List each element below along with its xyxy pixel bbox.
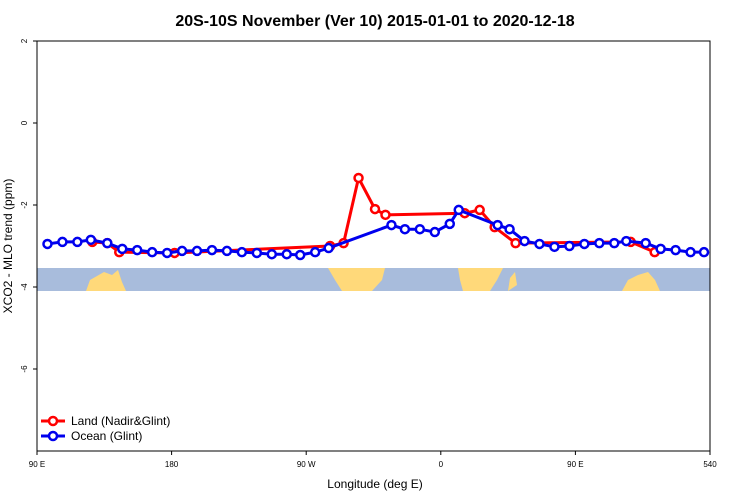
y-tick-label: -2 [20,201,29,209]
data-point [72,236,83,248]
data-point [510,237,521,249]
data-point [369,203,381,215]
data-point [640,237,651,249]
data-point [380,209,391,221]
data-point [564,240,575,252]
data-point [609,237,620,249]
data-point [685,246,696,258]
series-line [47,208,705,257]
data-point [492,219,503,231]
data-point [236,246,248,258]
x-tick-label: 180 [165,460,179,469]
data-point [444,218,456,230]
x-tick-label: 90 W [297,460,316,469]
plot-frame [36,40,711,452]
data-point [474,204,485,216]
data-point [429,226,441,238]
data-point [176,245,188,257]
data-point [386,219,397,231]
data-point [102,237,113,249]
x-tick-label: 540 [703,460,717,469]
legend-label: Land (Nadir&Glint) [71,414,170,428]
y-tick-label: 0 [20,120,29,125]
data-point [221,245,233,257]
data-point [206,244,218,256]
legend-label: Ocean (Glint) [71,429,142,443]
data-point [57,236,68,248]
data-point [323,242,334,254]
map-strip [37,268,710,291]
data-point [281,248,293,260]
data-point [670,244,681,256]
x-tick-label: 90 E [29,460,45,469]
data-point [534,238,545,250]
data-point [549,241,560,253]
data-point [453,204,464,216]
data-point [655,243,666,255]
data-point [309,246,321,258]
y-tick-label: -6 [20,365,29,373]
y-tick-label: -4 [20,283,29,291]
data-point [116,243,128,255]
data-point [698,246,710,258]
data-point [131,244,143,256]
data-point [504,223,515,235]
data-point [594,237,605,249]
data-point [414,223,426,235]
data-point [161,247,173,259]
data-point [191,245,203,257]
data-point [42,238,53,250]
legend-marker [47,415,59,427]
data-point [353,172,364,184]
y-axis-label: XCO2 - MLO trend (ppm) [1,179,15,314]
y-tick-label: 2 [20,38,29,43]
x-tick-label: 0 [439,460,444,469]
chart-title: 20S-10S November (Ver 10) 2015-01-01 to … [175,13,574,30]
data-point [85,234,97,246]
x-tick-label: 90 E [567,460,583,469]
data-point [519,235,530,247]
data-point [579,238,590,250]
data-point [266,248,278,260]
data-point [251,247,263,259]
data-point [399,223,411,235]
data-point [294,249,306,261]
legend-marker [47,430,59,442]
x-axis-label: Longitude (deg E) [327,477,422,491]
data-point [620,235,632,247]
data-point [146,246,158,258]
